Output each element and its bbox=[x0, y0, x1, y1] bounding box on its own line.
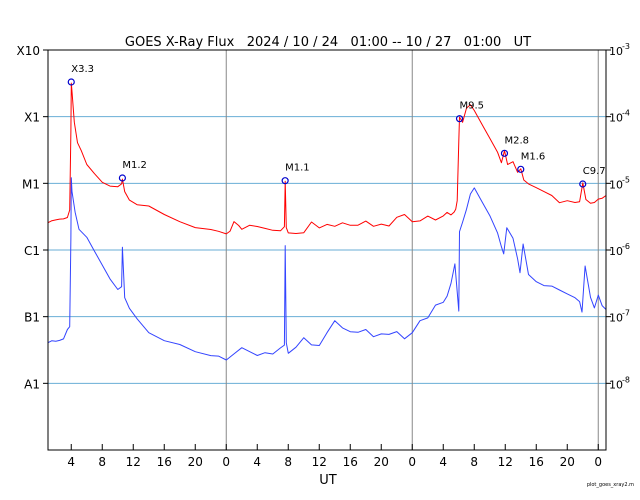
x-tick-label: 4 bbox=[253, 455, 261, 469]
flare-marker bbox=[455, 115, 464, 123]
x-tick-label: 16 bbox=[343, 455, 358, 469]
x-tick-label: 12 bbox=[126, 455, 141, 469]
credit-text: plot_goes_xray2.m bbox=[587, 482, 634, 488]
flare-marker bbox=[118, 174, 127, 182]
flare-marker bbox=[517, 165, 525, 173]
flux-tick-base: 10 bbox=[609, 112, 623, 125]
flare-label: M1.1 bbox=[285, 163, 310, 174]
x-tick-label: 8 bbox=[98, 455, 106, 469]
flare-label: M1.6 bbox=[521, 151, 546, 162]
x-tick-label: 0 bbox=[408, 455, 416, 469]
x-tick-label: 0 bbox=[222, 455, 230, 469]
flare-label: X3.3 bbox=[71, 64, 94, 75]
series-line-long bbox=[47, 82, 607, 235]
x-axis-label: UT bbox=[319, 473, 337, 488]
flare-marker bbox=[579, 180, 587, 188]
class-label: M1 bbox=[22, 177, 40, 191]
horizontal-gridlines bbox=[48, 116, 606, 384]
flare-label: M2.8 bbox=[504, 135, 529, 146]
x-tick-label: 12 bbox=[312, 455, 327, 469]
x-tick-label: 4 bbox=[439, 455, 447, 469]
flux-tick-exponent: -3 bbox=[622, 42, 630, 51]
x-tick-label: 20 bbox=[560, 455, 575, 469]
flare-marker bbox=[281, 177, 289, 185]
x-tick-label: 12 bbox=[498, 455, 513, 469]
x-tick-label: 0 bbox=[594, 455, 602, 469]
flux-tick-base: 10 bbox=[609, 45, 623, 58]
chart-title: GOES X-Ray Flux 2024 / 10 / 24 01:00 -- … bbox=[125, 35, 531, 50]
class-label: C1 bbox=[24, 244, 40, 258]
flux-tick-exponent: -7 bbox=[622, 309, 630, 318]
flux-tick-exponent: -8 bbox=[622, 375, 630, 384]
series-line-short bbox=[47, 177, 607, 361]
flare-label: M1.2 bbox=[122, 160, 147, 171]
flux-tick-exponent: -6 bbox=[622, 242, 630, 251]
class-label: A1 bbox=[24, 377, 40, 391]
flux-tick-base: 10 bbox=[609, 178, 623, 191]
flare-marker bbox=[500, 149, 509, 157]
x-tick-label: 4 bbox=[67, 455, 75, 469]
x-tick-label: 16 bbox=[529, 455, 544, 469]
class-label: B1 bbox=[24, 311, 40, 325]
flare-label: C9.7 bbox=[583, 166, 606, 177]
flare-label: M9.5 bbox=[460, 101, 485, 112]
flux-tick-labels: 10-310-410-510-610-710-8 bbox=[606, 42, 630, 391]
x-tick-label: 8 bbox=[284, 455, 292, 469]
x-tick-label: 8 bbox=[470, 455, 478, 469]
x-tick-label: 20 bbox=[374, 455, 389, 469]
x-tick-label: 20 bbox=[188, 455, 203, 469]
class-labels: X10 X1 M1 C1 B1 A1 bbox=[17, 44, 48, 391]
flux-series bbox=[47, 82, 607, 361]
flux-tick-base: 10 bbox=[609, 245, 623, 258]
flux-tick-base: 10 bbox=[609, 378, 623, 391]
flare-markers: X3.3 M1.2 M1.1 M9.5 M2.8 M1.6 C9.7 bbox=[67, 64, 606, 188]
flux-tick-base: 10 bbox=[609, 312, 623, 325]
class-label: X1 bbox=[24, 111, 40, 125]
x-axis-ticks: 4 8 12 16 20 0 4 8 12 16 20 0 4 8 12 16 20 0 bbox=[67, 444, 602, 469]
flare-marker bbox=[67, 78, 75, 86]
flux-tick-exponent: -5 bbox=[622, 175, 630, 184]
class-label: X10 bbox=[17, 44, 41, 58]
x-tick-label: 16 bbox=[157, 455, 172, 469]
day-boundary-lines bbox=[225, 50, 599, 450]
flux-tick-exponent: -4 bbox=[622, 109, 630, 118]
